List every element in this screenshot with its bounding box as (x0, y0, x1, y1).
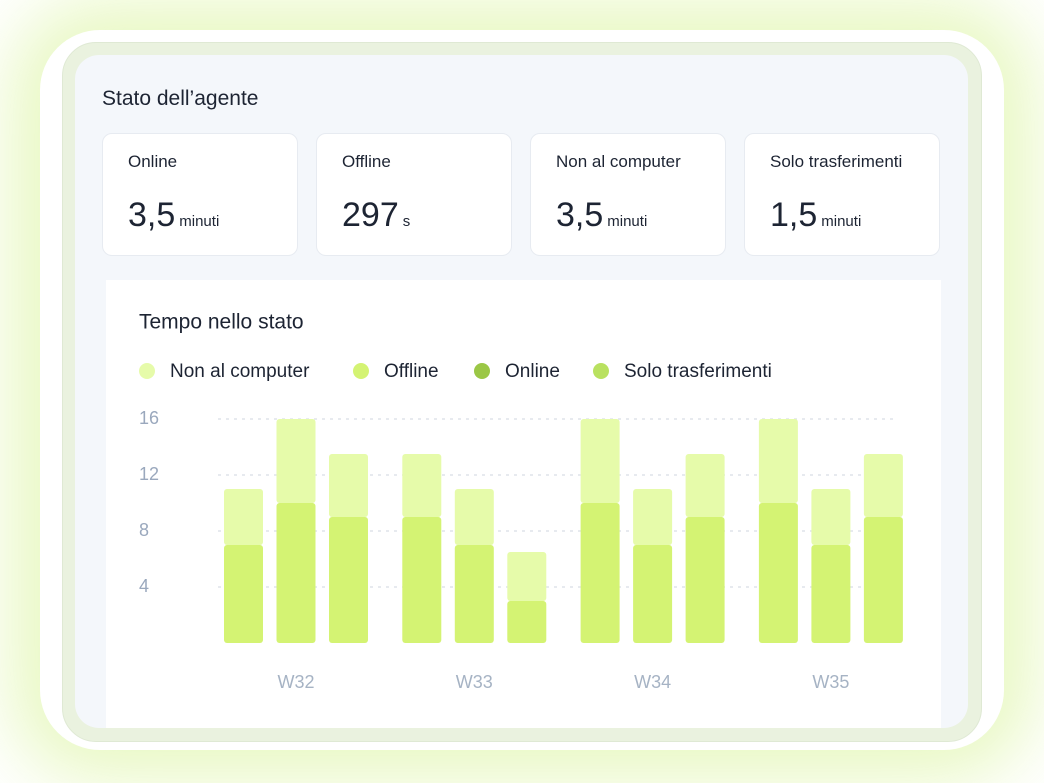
bar-segment (685, 517, 725, 643)
bar-segment (685, 454, 725, 517)
card-value: 297 s (342, 196, 410, 235)
bar-segment (758, 419, 798, 503)
legend-label: Online (505, 361, 560, 382)
bar-segment (454, 545, 494, 643)
y-tick-label: 8 (139, 520, 149, 540)
card-value: 3,5 minuti (128, 196, 219, 235)
legend-swatch (139, 363, 155, 379)
bar-segment (329, 517, 368, 643)
bar-segment (863, 517, 903, 643)
card-label: Offline (342, 152, 391, 171)
bar-segment (276, 503, 316, 643)
stat-card: Non al computer 3,5 minuti (530, 133, 726, 256)
chart: Tempo nello stato Non al computer Offline… (106, 280, 941, 728)
bar-segment (633, 489, 673, 545)
x-tick-label: W32 (277, 672, 314, 692)
stat-card: Offline 297 s (316, 133, 512, 256)
card-number: 3,5 (556, 196, 604, 234)
card-label: Solo trasferimenti (770, 152, 903, 171)
panel-title: Stato dell’agente (102, 87, 259, 110)
card-unit: minuti (607, 213, 648, 230)
bar-segment (507, 552, 547, 601)
bar-segment (811, 489, 851, 545)
x-tick-label: W34 (634, 672, 671, 692)
bar-segment (580, 503, 620, 643)
card-unit: minuti (179, 213, 220, 230)
bar-segment (224, 545, 263, 643)
legend-label: Solo trasferimenti (624, 361, 772, 382)
bar-segment (402, 454, 442, 517)
panel: Stato dell’agente Online 3,5 minuti Offline… (75, 55, 968, 728)
card-number: 3,5 (128, 196, 176, 234)
bar-segment (633, 545, 673, 643)
card-number: 1,5 (770, 196, 818, 234)
legend-swatch (353, 363, 369, 379)
bar-segment (224, 489, 263, 545)
y-tick-label: 16 (139, 408, 159, 428)
bar-segment (811, 545, 851, 643)
x-tick-label: W35 (812, 672, 849, 692)
x-tick-label: W33 (456, 672, 493, 692)
chart-title: Tempo nello stato (139, 311, 304, 334)
card-unit: s (402, 213, 411, 230)
bar-segment (454, 489, 494, 545)
card-label: Non al computer (556, 152, 681, 171)
legend-label: Non al computer (170, 361, 310, 382)
bar-segment (863, 454, 903, 517)
bar-segment (276, 419, 316, 503)
y-tick-label: 4 (139, 576, 149, 596)
card-value: 3,5 minuti (556, 196, 647, 235)
stat-card: Online 3,5 minuti (102, 133, 298, 256)
legend-swatch (474, 363, 490, 379)
bar-segment (329, 454, 368, 517)
card-value: 1,5 minuti (770, 196, 861, 235)
bar-segment (580, 419, 620, 503)
card-label: Online (128, 152, 178, 171)
bar-segment (402, 517, 442, 643)
card-unit: minuti (821, 213, 862, 230)
card-number: 297 (342, 196, 399, 234)
legend-swatch (593, 363, 609, 379)
bar-segment (758, 503, 798, 643)
bar-segment (507, 601, 547, 643)
stat-card: Solo trasferimenti 1,5 minuti (744, 133, 940, 256)
y-tick-label: 12 (139, 464, 159, 484)
legend-label: Offline (384, 361, 439, 382)
